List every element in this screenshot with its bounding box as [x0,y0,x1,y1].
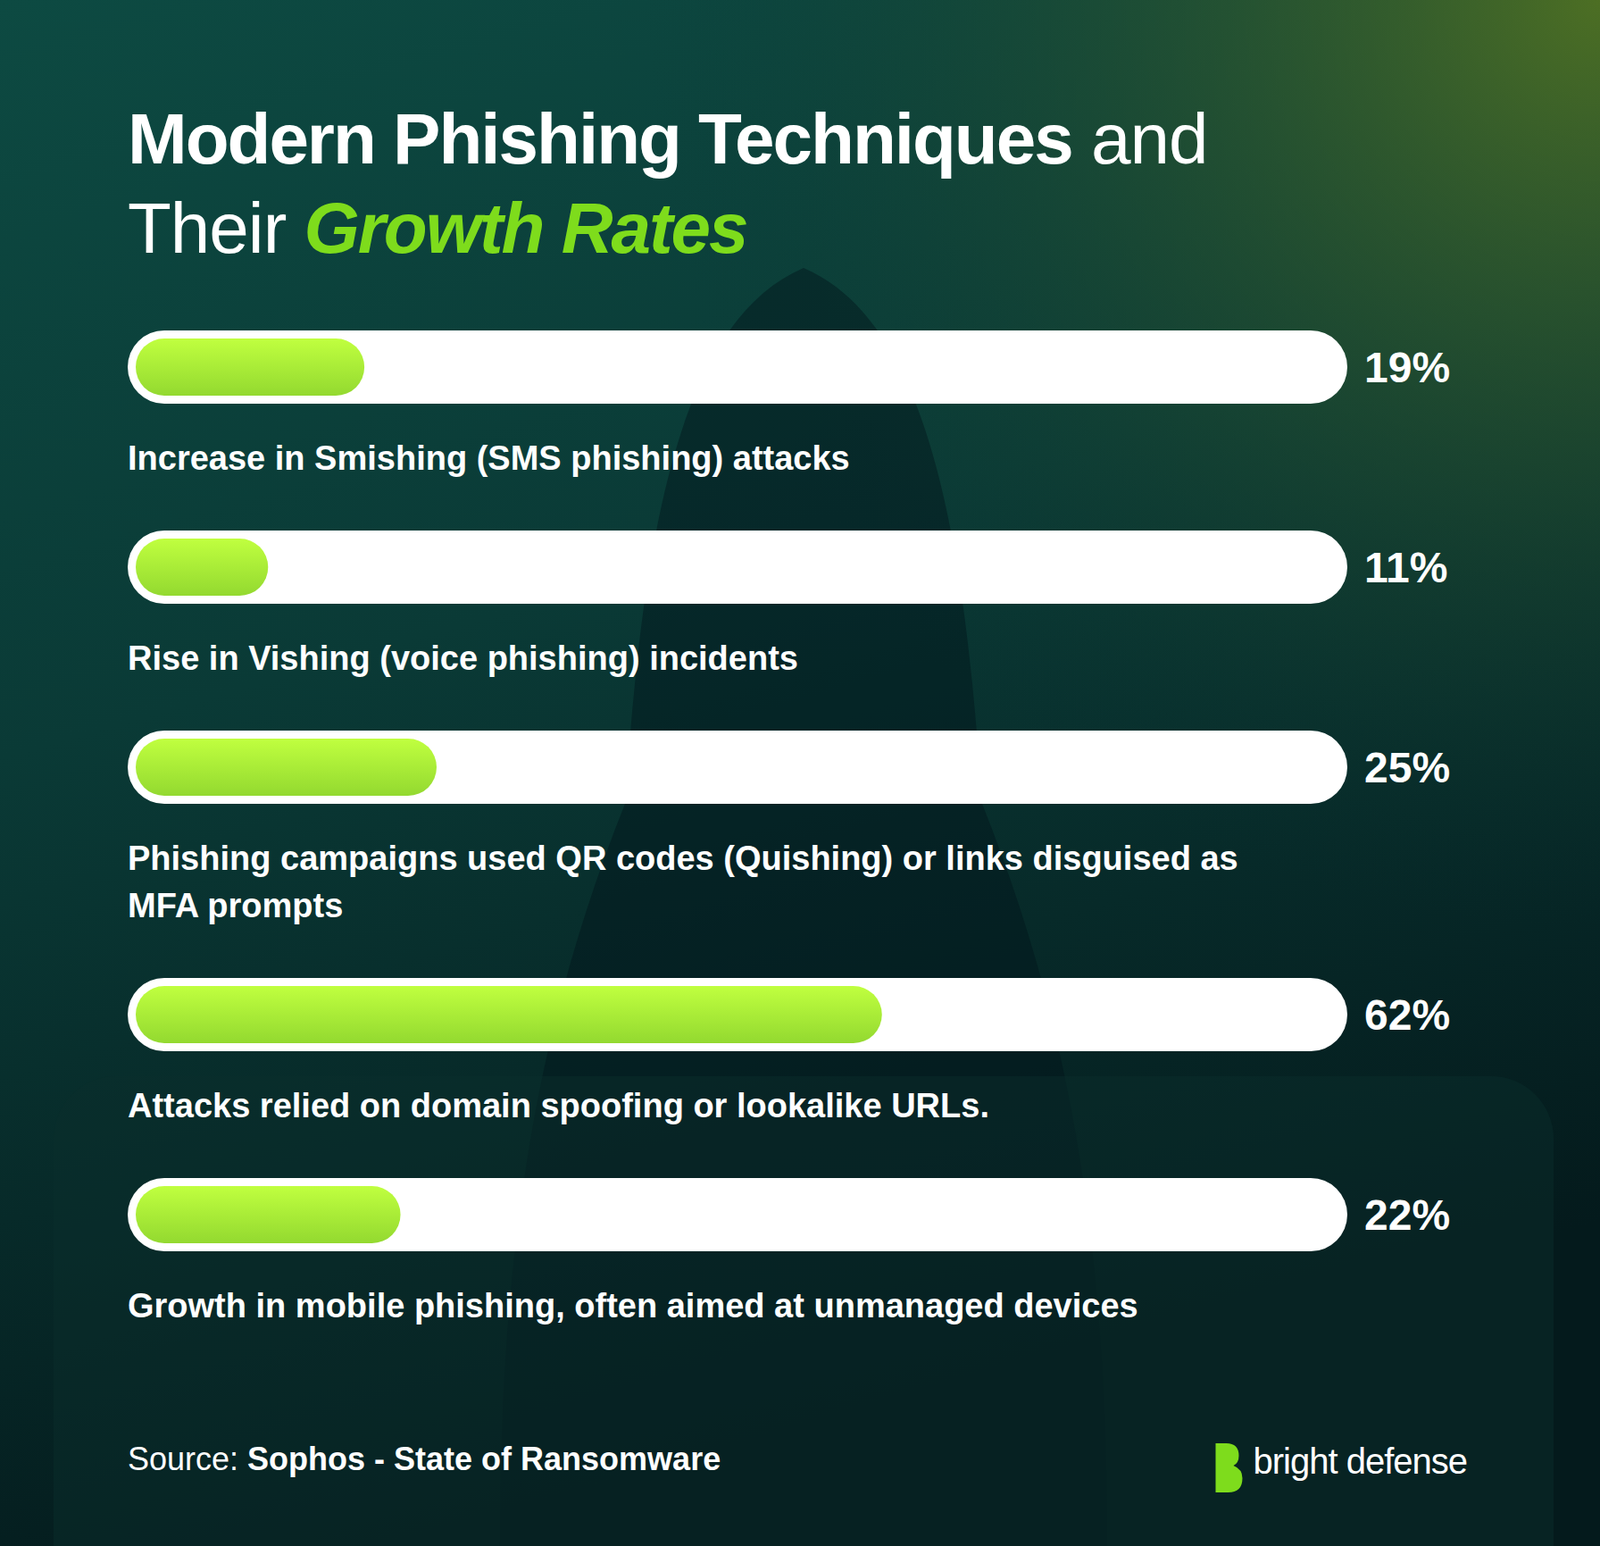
category-label: Increase in Smishing (SMS phishing) atta… [127,439,850,477]
brand-logo [1215,1442,1242,1492]
label-line: MFA prompts [127,886,343,925]
source-name: Sophos - State of Ransomware [247,1440,721,1477]
bar-row: 19% Increase in Smishing (SMS phishing) a… [127,330,1450,477]
category-label: Growth in mobile phishing, often aimed a… [127,1286,1139,1325]
bar-track [127,330,1348,404]
category-label: Attacks relied on domain spoofing or loo… [127,1086,990,1125]
bar-row: 11% Rise in Vishing (voice phishing) inci… [127,530,1448,677]
brand: bright defense [1252,1441,1467,1481]
plot-area [135,985,883,1043]
bar [135,1185,401,1243]
plot-area [135,538,268,596]
panel [53,1075,1554,1546]
category-label: Phishing campaigns used QR codes (Quishi… [127,839,1239,925]
chart: Modern Phishing Techniques and Their Grow… [0,0,1600,1546]
label-line: Attacks relied on domain spoofing or loo… [127,1086,990,1125]
title: Modern Phishing Techniques and Their Grow… [127,99,1208,268]
title-word: Techniques [680,99,1073,179]
plot-area [135,1185,401,1243]
bar-track [127,977,1348,1051]
plot-area [135,738,437,796]
bar [135,985,883,1043]
title-word: Their [127,188,287,268]
bar-row: 62% Attacks relied on domain spoofing or … [127,977,1450,1125]
data-label: 11% [1364,543,1448,592]
plot-area [135,338,365,396]
bar [135,738,437,796]
source-label: Source: [127,1440,239,1477]
bar [135,338,365,396]
data-label: 25% [1364,743,1450,792]
source: Source:Sophos - State of Ransomware [127,1440,721,1477]
label-line: Phishing campaigns used QR codes (Quishi… [127,839,1239,877]
data-label: 22% [1364,1191,1450,1239]
bar-row: 22% Growth in mobile phishing, often aime… [127,1177,1450,1325]
title-word: Growth [285,188,543,268]
title-word: and [1072,99,1209,179]
bar-track [127,530,1348,604]
bar-track [127,730,1348,804]
label-line: Increase in Smishing (SMS phishing) atta… [127,439,850,477]
bar [135,538,268,596]
label-line: Growth in mobile phishing, often aimed a… [127,1286,1139,1325]
bar-row: 25% Phishing campaigns used QR codes (Qui… [127,730,1450,925]
data-label: 19% [1364,343,1450,392]
title-word: Modern [127,99,375,179]
title-word: Phishing [375,99,681,179]
bar-track [127,1177,1348,1251]
category-label: Rise in Vishing (voice phishing) inciden… [127,639,799,677]
label-line: Rise in Vishing (voice phishing) inciden… [127,639,799,677]
data-label: 62% [1364,991,1450,1039]
title-word: Rates [542,188,747,268]
